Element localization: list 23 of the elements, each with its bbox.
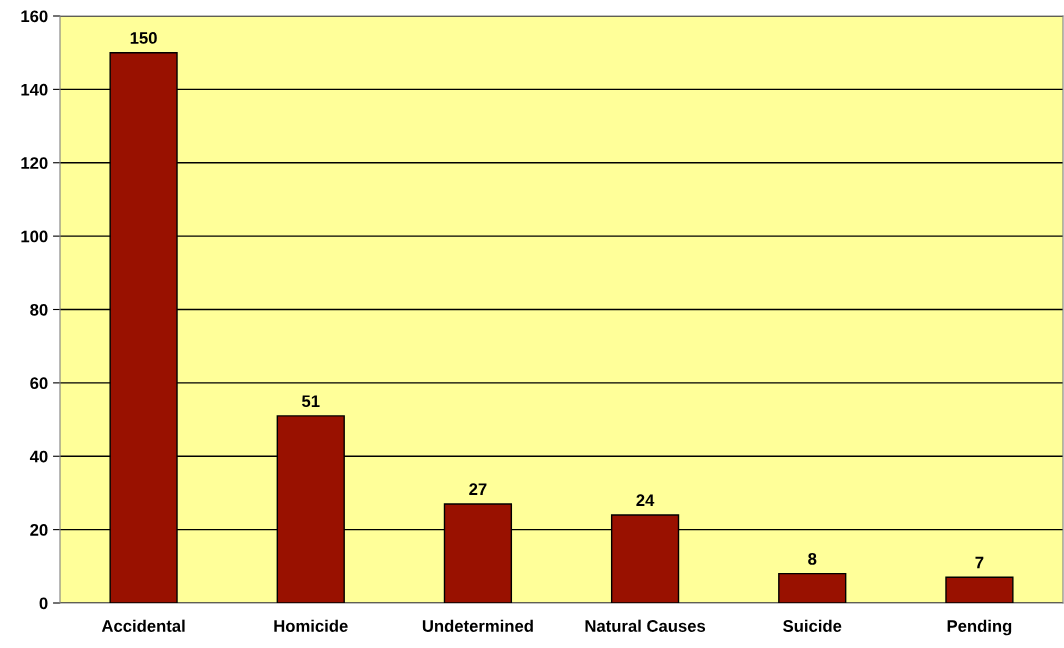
y-tick-label: 60 bbox=[30, 377, 48, 390]
x-tick-label: Pending bbox=[947, 619, 1012, 636]
x-tick-label: Homicide bbox=[274, 619, 348, 632]
data-label: 150 bbox=[130, 32, 157, 44]
x-tick-label: Undetermined bbox=[422, 619, 533, 632]
y-tick-label: 100 bbox=[21, 230, 48, 243]
data-label: 27 bbox=[469, 483, 487, 495]
y-tick-label: 120 bbox=[21, 157, 48, 169]
y-tick-label: 140 bbox=[21, 83, 48, 96]
y-tick-label: 0 bbox=[39, 597, 48, 610]
data-label: 8 bbox=[808, 553, 817, 565]
data-label: 51 bbox=[301, 395, 320, 408]
x-tick-label: Suicide bbox=[783, 619, 842, 632]
bar bbox=[945, 576, 1014, 603]
y-tick-label: 20 bbox=[30, 524, 48, 536]
y-tick-label: 40 bbox=[29, 450, 48, 463]
bar bbox=[778, 572, 847, 603]
x-tick-label: Accidental bbox=[101, 619, 185, 632]
y-tick-label: 160 bbox=[21, 10, 48, 23]
x-tick-label: Natural Causes bbox=[585, 619, 706, 632]
data-label: 24 bbox=[636, 494, 655, 506]
data-label: 7 bbox=[975, 556, 984, 569]
y-tick-label: 80 bbox=[30, 303, 48, 316]
